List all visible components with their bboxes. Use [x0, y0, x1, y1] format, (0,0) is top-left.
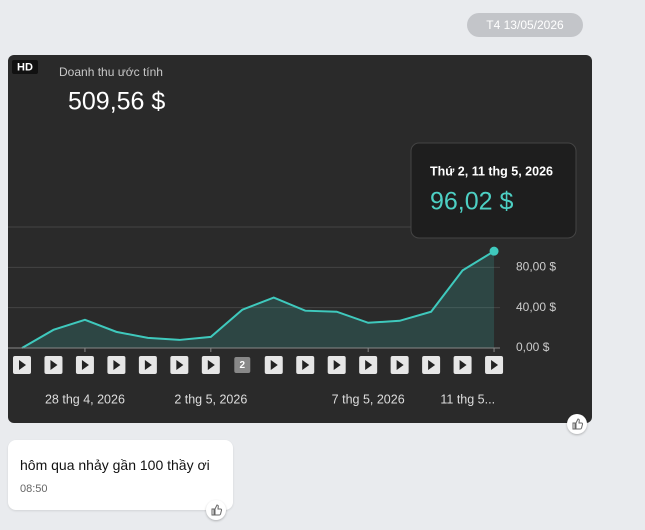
- y-tick-label: 80,00 $: [516, 260, 556, 274]
- area: [22, 251, 495, 348]
- date-badge: T4 13/05/2026: [467, 13, 583, 37]
- icon-badge-text: 2: [240, 360, 246, 371]
- hd-badge: [12, 60, 38, 74]
- like-icon: [211, 504, 223, 516]
- like-icon: [572, 418, 584, 430]
- tooltip-date: Thứ 2, 11 thg 5, 2026: [430, 164, 553, 178]
- like-button[interactable]: [567, 414, 587, 434]
- y-tick-label: 0,00 $: [516, 340, 550, 354]
- play-triangle: [19, 360, 26, 370]
- play-triangle: [81, 360, 89, 370]
- play-triangle: [113, 360, 121, 370]
- tooltip-value: 96,02 $: [430, 188, 514, 216]
- x-tick-label: 2 thg 5, 2026: [174, 392, 247, 406]
- play-triangle: [207, 360, 215, 370]
- card-total: 509,56 $: [68, 88, 165, 116]
- play-triangle: [428, 360, 436, 370]
- x-tick-label: 28 thg 4, 2026: [45, 392, 125, 406]
- message-time: 08:50: [20, 483, 48, 495]
- chart: HD Doanh thu ước tính 509,56 $ 0,00 $ 40,…: [8, 60, 577, 406]
- tooltip: [410, 142, 577, 239]
- play-triangle: [270, 360, 278, 370]
- play-triangle: [176, 360, 184, 370]
- message-text: hôm qua nhảy gần 100 thầy ơi: [20, 457, 210, 473]
- x-tick-label: 11 thg 5...: [440, 392, 495, 406]
- like-button[interactable]: [206, 500, 226, 520]
- play-triangle: [459, 360, 467, 370]
- point: [489, 246, 499, 256]
- play-triangle: [396, 360, 404, 370]
- play-triangle: [491, 360, 499, 370]
- play-triangle: [50, 360, 58, 370]
- play-triangle: [302, 360, 310, 370]
- x-tick-label: 7 thg 5, 2026: [332, 392, 405, 406]
- play-triangle: [144, 360, 152, 370]
- message-bubble: hôm qua nhảy gần 100 thầy ơi 08:50: [8, 440, 233, 510]
- y-tick-label: 40,00 $: [516, 300, 556, 314]
- hd-text: HD: [17, 61, 33, 73]
- icon-badge: [234, 357, 251, 373]
- chart-card: HD Doanh thu ước tính 509,56 $ 0,00 $ 40,…: [8, 55, 592, 423]
- line: [21, 250, 495, 349]
- play-triangle: [333, 360, 341, 370]
- play-triangle: [365, 360, 373, 370]
- card-title: Doanh thu ước tính: [59, 65, 163, 79]
